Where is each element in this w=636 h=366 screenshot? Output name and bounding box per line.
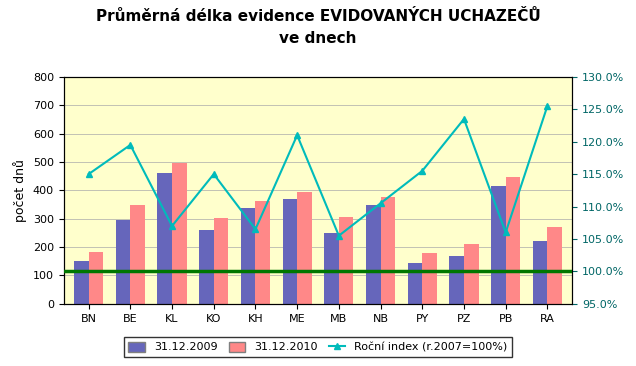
Bar xyxy=(422,253,437,304)
Bar xyxy=(339,217,354,304)
Bar xyxy=(130,205,145,304)
Bar xyxy=(533,242,548,304)
Bar xyxy=(450,255,464,304)
Bar xyxy=(214,218,228,304)
Bar xyxy=(88,252,103,304)
Bar xyxy=(491,186,506,304)
Bar xyxy=(408,263,422,304)
Legend: 31.12.2009, 31.12.2010, Roční index (r.2007=100%): 31.12.2009, 31.12.2010, Roční index (r.2… xyxy=(124,337,512,357)
Bar xyxy=(158,173,172,304)
Text: Průměrná délka evidence EVIDOVANÝCH UCHAZEČŮ: Průměrná délka evidence EVIDOVANÝCH UCHA… xyxy=(95,9,541,24)
Bar xyxy=(172,163,186,304)
Bar xyxy=(464,244,478,304)
Bar xyxy=(199,230,214,304)
Bar xyxy=(297,192,312,304)
Bar xyxy=(256,201,270,304)
Bar xyxy=(506,177,520,304)
Bar xyxy=(366,205,380,304)
Bar xyxy=(324,233,339,304)
Bar xyxy=(282,199,297,304)
Bar xyxy=(548,227,562,304)
Bar xyxy=(241,208,256,304)
Bar xyxy=(74,261,88,304)
Y-axis label: počet dnů: počet dnů xyxy=(13,159,27,222)
Text: ve dnech: ve dnech xyxy=(279,31,357,46)
Bar xyxy=(380,197,395,304)
Bar xyxy=(116,220,130,304)
